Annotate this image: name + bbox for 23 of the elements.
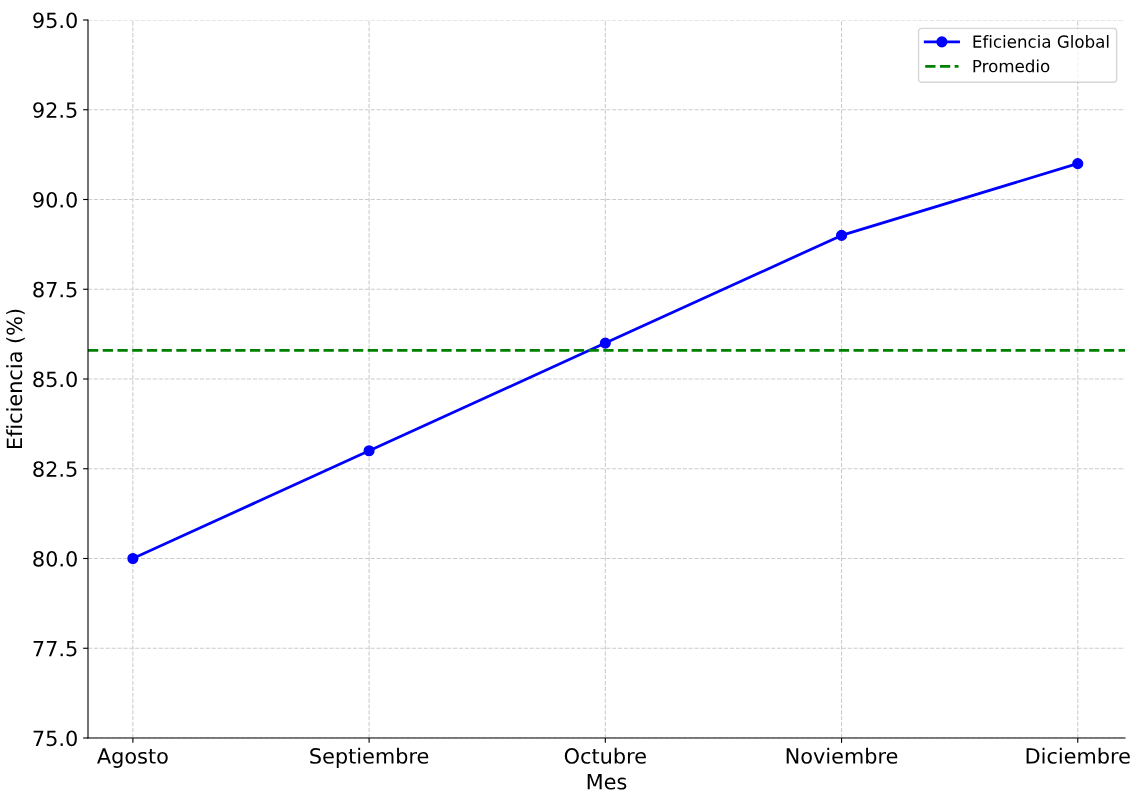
point xyxy=(599,337,611,349)
y-tick-label: 92.5 xyxy=(33,102,77,118)
x-tick-label: Septiembre xyxy=(310,747,429,768)
legend-label: Promedio xyxy=(973,59,1050,73)
y-tick-label: 95.0 xyxy=(33,12,77,29)
y-tick-label: 82.5 xyxy=(33,461,77,477)
y-tick-label: 80.0 xyxy=(33,550,77,567)
point xyxy=(835,229,848,241)
y-tick-label: 87.5 xyxy=(33,281,77,298)
y-tick-label: 90.0 xyxy=(33,191,77,208)
point xyxy=(1072,158,1084,170)
point xyxy=(363,445,375,457)
point xyxy=(127,552,139,565)
x-tick-label: Noviembre xyxy=(786,747,898,764)
x-tick-label: Diciembre xyxy=(1026,747,1130,764)
x-tick-label: Agosto xyxy=(97,748,168,768)
x-tick-label: Octubre xyxy=(564,747,646,764)
legend-label: Eficiencia Global xyxy=(973,35,1109,48)
y-tick-label: 75.0 xyxy=(33,730,77,747)
y-axis-title: Eficiencia (%) xyxy=(6,309,25,449)
y-tick-label: 77.5 xyxy=(33,640,77,657)
x-axis-title: Mes xyxy=(587,774,627,790)
y-tick-label: 85.0 xyxy=(33,371,77,388)
